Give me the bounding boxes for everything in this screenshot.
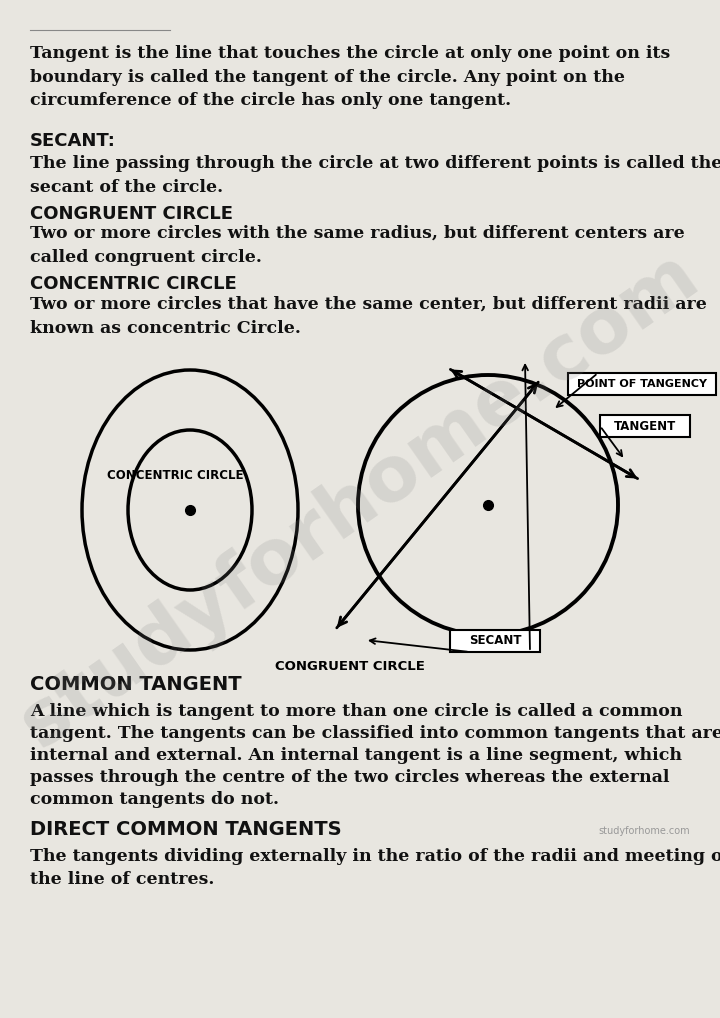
Text: A line which is tangent to more than one circle is called a common: A line which is tangent to more than one… <box>30 703 683 720</box>
Bar <box>450 630 540 652</box>
Text: Two or more circles with the same radius, but different centers are
called congr: Two or more circles with the same radius… <box>30 225 685 266</box>
Text: internal and external. An internal tangent is a line segment, which: internal and external. An internal tange… <box>30 747 682 764</box>
Text: CONGRUENT CIRCLE: CONGRUENT CIRCLE <box>30 205 233 223</box>
Text: The tangents dividing externally in the ratio of the radii and meeting on
the li: The tangents dividing externally in the … <box>30 848 720 889</box>
Text: common tangents do not.: common tangents do not. <box>30 791 279 808</box>
Text: passes through the centre of the two circles whereas the external: passes through the centre of the two cir… <box>30 769 670 786</box>
Text: tangent. The tangents can be classified into common tangents that are: tangent. The tangents can be classified … <box>30 725 720 742</box>
Text: Two or more circles that have the same center, but different radii are
known as : Two or more circles that have the same c… <box>30 296 707 337</box>
Text: DIRECT COMMON TANGENTS: DIRECT COMMON TANGENTS <box>30 821 341 839</box>
Text: POINT OF TANGENCY: POINT OF TANGENCY <box>577 379 707 389</box>
Text: Tangent is the line that touches the circle at only one point on its
boundary is: Tangent is the line that touches the cir… <box>30 45 670 109</box>
Text: studyforhome.com: studyforhome.com <box>7 237 713 762</box>
Text: SECANT: SECANT <box>469 634 521 647</box>
Text: SECANT:: SECANT: <box>30 132 116 150</box>
Text: CONCENTRIC CIRCLE: CONCENTRIC CIRCLE <box>30 275 237 293</box>
Text: CONGRUENT CIRCLE: CONGRUENT CIRCLE <box>275 660 425 673</box>
Bar <box>600 415 690 437</box>
Text: TANGENT: TANGENT <box>614 419 676 433</box>
Text: CONCENTRIC CIRCLE: CONCENTRIC CIRCLE <box>107 468 243 482</box>
Text: COMMON TANGENT: COMMON TANGENT <box>30 675 242 694</box>
Text: The line passing through the circle at two different points is called the
secant: The line passing through the circle at t… <box>30 155 720 195</box>
Text: studyforhome.com: studyforhome.com <box>598 826 690 836</box>
Bar <box>568 373 716 395</box>
